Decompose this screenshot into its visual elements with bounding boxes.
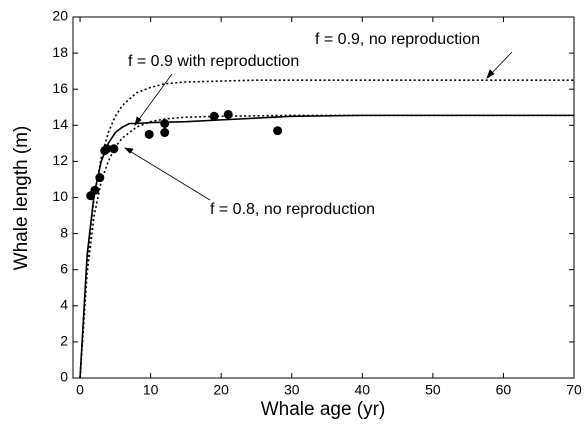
annotation: f = 0.9 with reproduction (128, 53, 299, 70)
data-point (144, 129, 154, 139)
y-tick-label: 0 (60, 369, 68, 385)
x-tick-label: 40 (355, 382, 371, 398)
data-point (160, 128, 170, 138)
annotation-arrows (123, 51, 513, 201)
data-point (223, 109, 233, 119)
x-tick-label: 70 (566, 382, 582, 398)
y-tick-label: 20 (52, 8, 68, 24)
data-point (160, 118, 170, 128)
line-series (79, 79, 574, 379)
y-tick-label: 10 (52, 188, 68, 204)
y-tick-label: 14 (52, 116, 68, 132)
y-tick-label: 6 (60, 260, 68, 276)
data-point (102, 144, 112, 154)
line-series (79, 114, 574, 379)
y-tick-label: 2 (60, 333, 68, 349)
x-axis-label: Whale age (yr) (261, 399, 386, 420)
x-tick-label: 50 (425, 382, 441, 398)
y-tick-label: 16 (52, 80, 68, 96)
annotation: f = 0.8, no reproduction (210, 201, 375, 218)
data-point (95, 173, 105, 183)
y-tick-label: 18 (52, 44, 68, 60)
plot-frame (72, 16, 575, 379)
x-tick-label: 30 (284, 382, 300, 398)
data-point (109, 144, 119, 154)
y-tick-label: 4 (60, 297, 68, 313)
annotation: f = 0.9, no reproduction (315, 31, 480, 48)
data-point (90, 185, 100, 195)
x-tick-label: 0 (76, 382, 84, 398)
y-tick-label: 8 (60, 224, 68, 240)
x-tick-label: 20 (213, 382, 229, 398)
data-point (209, 111, 219, 121)
data-point (273, 126, 283, 136)
line-series (79, 114, 574, 379)
x-tick-label: 10 (143, 382, 159, 398)
y-tick-label: 12 (52, 152, 68, 168)
y-axis-label: Whale length (m) (11, 126, 32, 271)
x-tick-label: 60 (496, 382, 512, 398)
